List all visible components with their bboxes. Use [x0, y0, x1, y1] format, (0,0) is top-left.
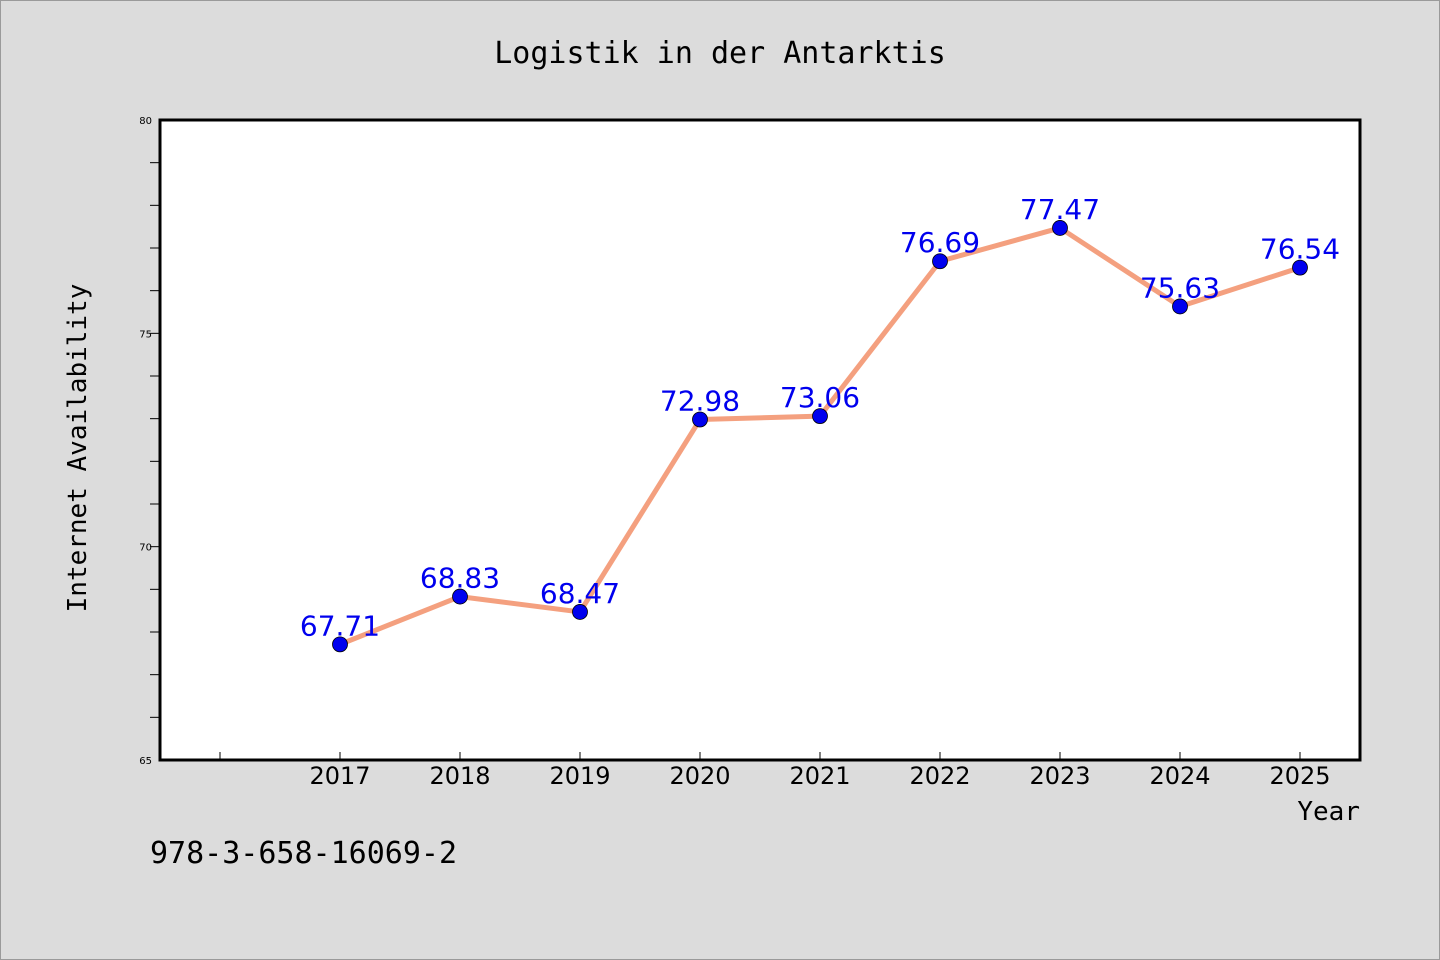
x-axis-tick-labels: 2017 2018 2019 2020 2021 2022 2023 2024 2025: [309, 762, 1330, 790]
y-tick-label: 80: [139, 116, 152, 127]
x-tick-label: 2025: [1269, 762, 1330, 790]
data-point: [572, 604, 588, 620]
footer-isbn: 978-3-658-16069-2: [150, 836, 457, 871]
x-tick-label: 2018: [429, 762, 490, 790]
data-label: 73.06: [780, 381, 860, 414]
data-point: [1052, 220, 1068, 236]
x-tick-label: 2023: [1029, 762, 1090, 790]
data-label: 77.47: [1020, 193, 1100, 226]
data-label: 68.47: [540, 577, 620, 610]
data-label: 76.69: [900, 226, 980, 259]
series-group: 67.71 68.83 68.47 72.98 73.06 76.69 77.47 75.63…: [300, 193, 1340, 653]
data-point: [932, 253, 948, 270]
x-tick-label: 2022: [909, 762, 970, 790]
data-point: [812, 408, 828, 425]
x-axis-label: Year: [1297, 797, 1360, 827]
data-label: 76.54: [1260, 233, 1340, 266]
data-label: 75.63: [1140, 271, 1220, 304]
data-point: [1292, 259, 1308, 276]
data-point: [1172, 298, 1188, 315]
data-label: 68.83: [420, 562, 500, 595]
y-tick-label: 70: [139, 543, 152, 554]
y-tick-label: 65: [139, 756, 152, 767]
data-point: [692, 411, 708, 428]
x-tick-label: 2019: [549, 762, 610, 790]
data-label: 72.98: [660, 385, 740, 418]
data-label: 67.71: [300, 609, 380, 642]
x-tick-label: 2021: [789, 762, 850, 790]
data-point: [332, 636, 348, 653]
y-axis-label: Internet Availability: [63, 284, 93, 613]
chart-title: Logistik in der Antarktis: [494, 36, 946, 71]
y-axis-tick-labels: 65 70 75 80: [139, 116, 152, 767]
x-tick-label: 2017: [309, 762, 370, 790]
x-tick-label: 2020: [669, 762, 730, 790]
x-axis-ticks: [219, 752, 1301, 761]
y-axis-ticks: [150, 162, 159, 718]
data-point: [452, 588, 468, 605]
x-tick-label: 2024: [1149, 762, 1210, 790]
plot-area: [158, 118, 1362, 762]
y-tick-label: 75: [139, 329, 152, 340]
